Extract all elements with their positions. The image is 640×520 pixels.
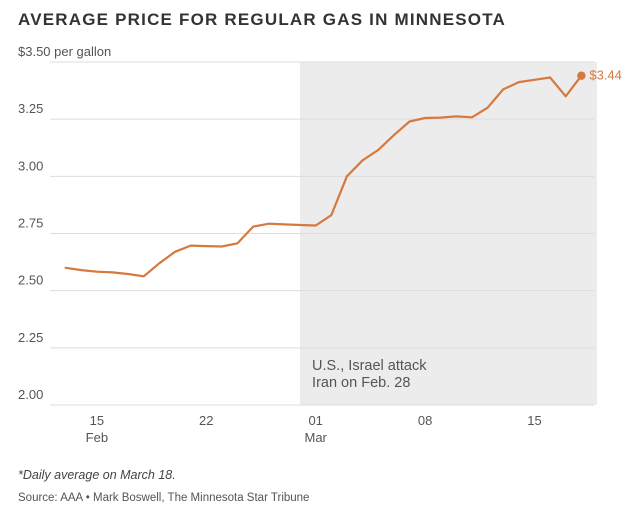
footnote: *Daily average on March 18. (18, 468, 176, 482)
y-tick-label: 2.75 (18, 216, 43, 231)
x-tick-label: 15 (527, 413, 541, 428)
x-tick-sublabel: Mar (304, 430, 327, 445)
x-tick-label: 15 (90, 413, 104, 428)
x-tick-label: 22 (199, 413, 213, 428)
source-credit: Source: AAA • Mark Boswell, The Minnesot… (18, 492, 310, 504)
y-tick-label: 2.50 (18, 273, 43, 288)
y-tick-label: 3.25 (18, 101, 43, 116)
y-tick-label: 2.00 (18, 387, 43, 402)
y-tick-label: $3.50 per gallon (18, 44, 111, 59)
x-tick-sublabel: Feb (86, 430, 108, 445)
x-tick-label: 01 (308, 413, 322, 428)
series-line (64, 74, 583, 278)
annotation-text: U.S., Israel attack (312, 358, 427, 374)
chart-title: AVERAGE PRICE FOR REGULAR GAS IN MINNESO… (18, 10, 507, 29)
x-tick-label: 08 (418, 413, 432, 428)
end-point-marker (577, 71, 586, 80)
y-tick-label: 2.25 (18, 330, 43, 345)
y-tick-label: 3.00 (18, 158, 43, 173)
end-value-label: $3.44 (589, 68, 622, 83)
annotation-text: Iran on Feb. 28 (312, 375, 410, 391)
line-chart: $3.50 per gallon 3.25 3.00 2.75 2.50 2.25 2.00… (18, 44, 622, 445)
